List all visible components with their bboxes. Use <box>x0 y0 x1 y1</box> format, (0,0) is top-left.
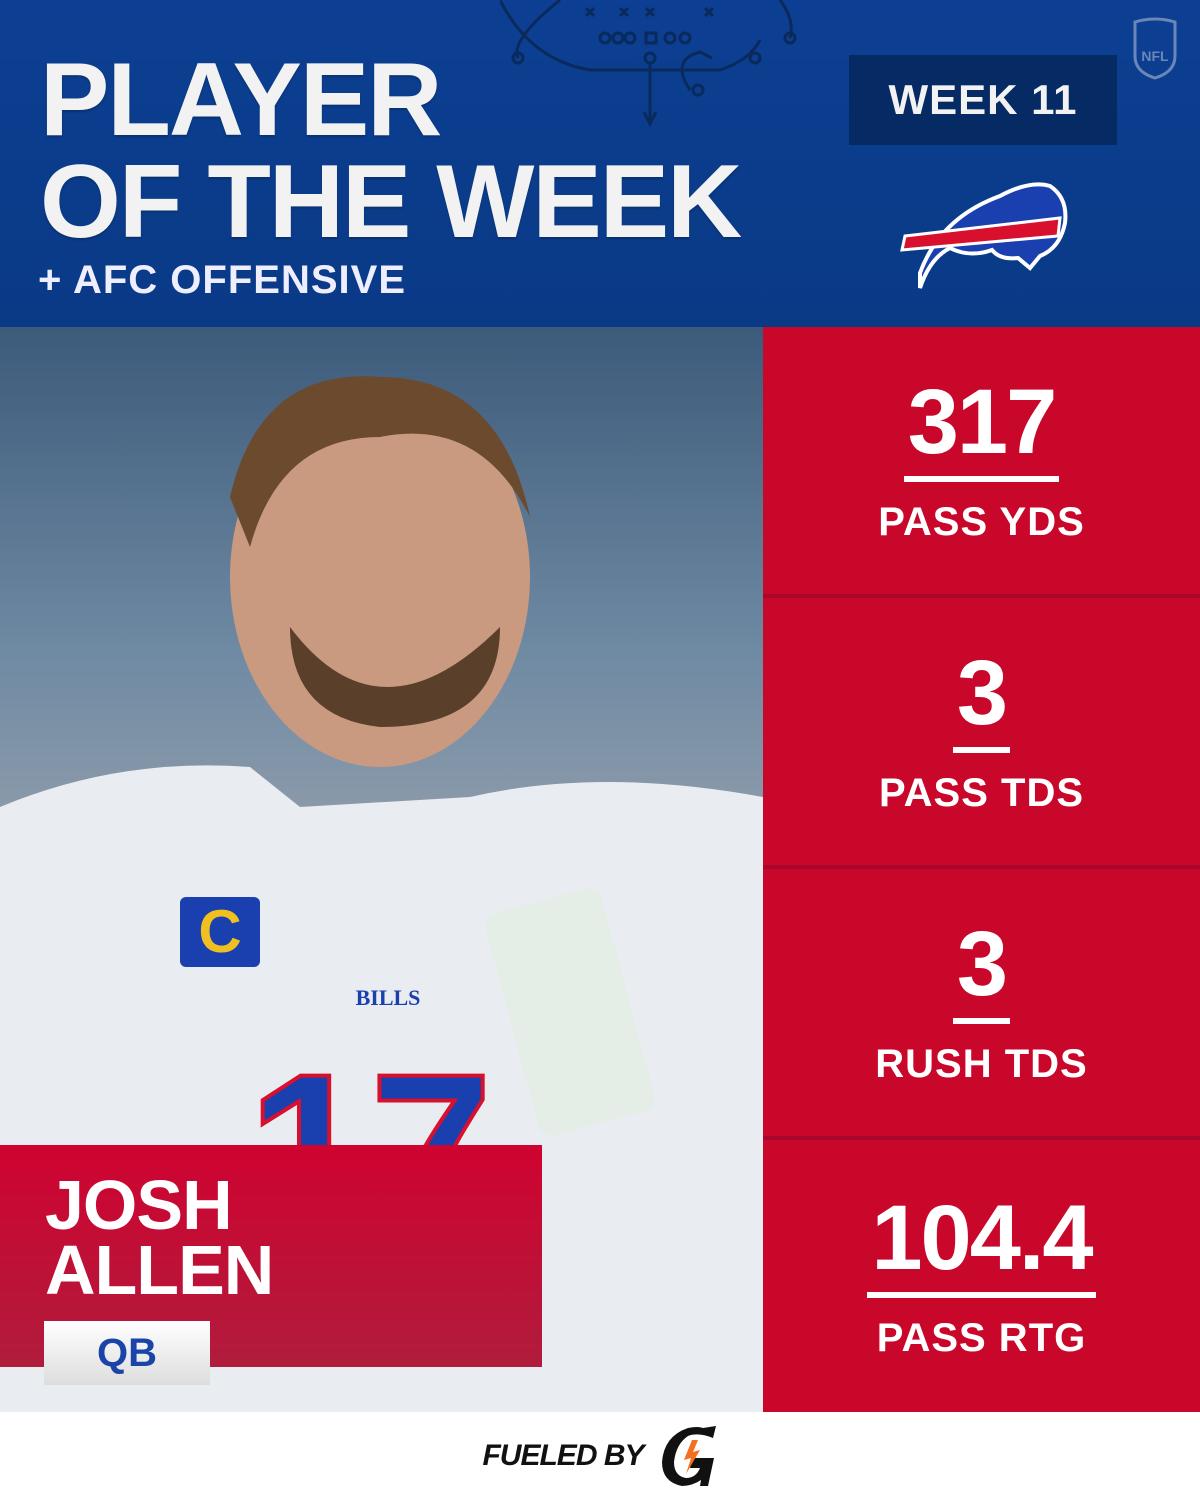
jersey-text: BILLS <box>356 985 421 1010</box>
player-first-name: JOSH <box>45 1166 233 1244</box>
footer: FUELED BY <box>0 1412 1200 1500</box>
buffalo-bills-logo-icon <box>900 182 1068 289</box>
stat-label: PASS YDS <box>878 500 1085 544</box>
title-line-1: PLAYER <box>40 42 442 158</box>
stat-pass-rtg: 104.4 PASS RTG <box>763 1140 1200 1412</box>
stats-panel: 317 PASS YDS 3 PASS TDS 3 RUSH TDS 104.4 PAS… <box>763 327 1200 1412</box>
stat-label: PASS RTG <box>876 1315 1087 1360</box>
play-diagram-icon <box>500 0 797 128</box>
stat-pass-yds: 317 PASS YDS <box>763 327 1200 598</box>
stat-pass-tds: 3 PASS TDS <box>763 598 1200 869</box>
position-badge: QB <box>44 1321 210 1385</box>
header: PLAYER OF THE WEEK + AFC OFFENSIVE WEEK … <box>0 0 1200 327</box>
stat-value: 3 <box>952 918 1011 1024</box>
svg-text:C: C <box>198 898 241 965</box>
stat-label: PASS TDS <box>878 771 1085 815</box>
fueled-by-text: FUELED BY <box>482 1439 644 1472</box>
nfl-shield-icon: NFL <box>1133 17 1177 80</box>
svg-text:NFL: NFL <box>1141 48 1169 64</box>
stat-value: 317 <box>903 376 1060 482</box>
stat-rush-tds: 3 RUSH TDS <box>763 869 1200 1140</box>
gatorade-g-icon <box>661 1426 716 1486</box>
stat-value: 3 <box>952 647 1011 753</box>
stat-value: 104.4 <box>867 1192 1096 1298</box>
title-line-2: OF THE WEEK <box>40 144 742 260</box>
stat-label: RUSH TDS <box>875 1042 1088 1086</box>
subtitle: + AFC OFFENSIVE <box>38 258 407 302</box>
player-last-name: ALLEN <box>45 1231 274 1309</box>
week-badge: WEEK 11 <box>849 55 1117 145</box>
